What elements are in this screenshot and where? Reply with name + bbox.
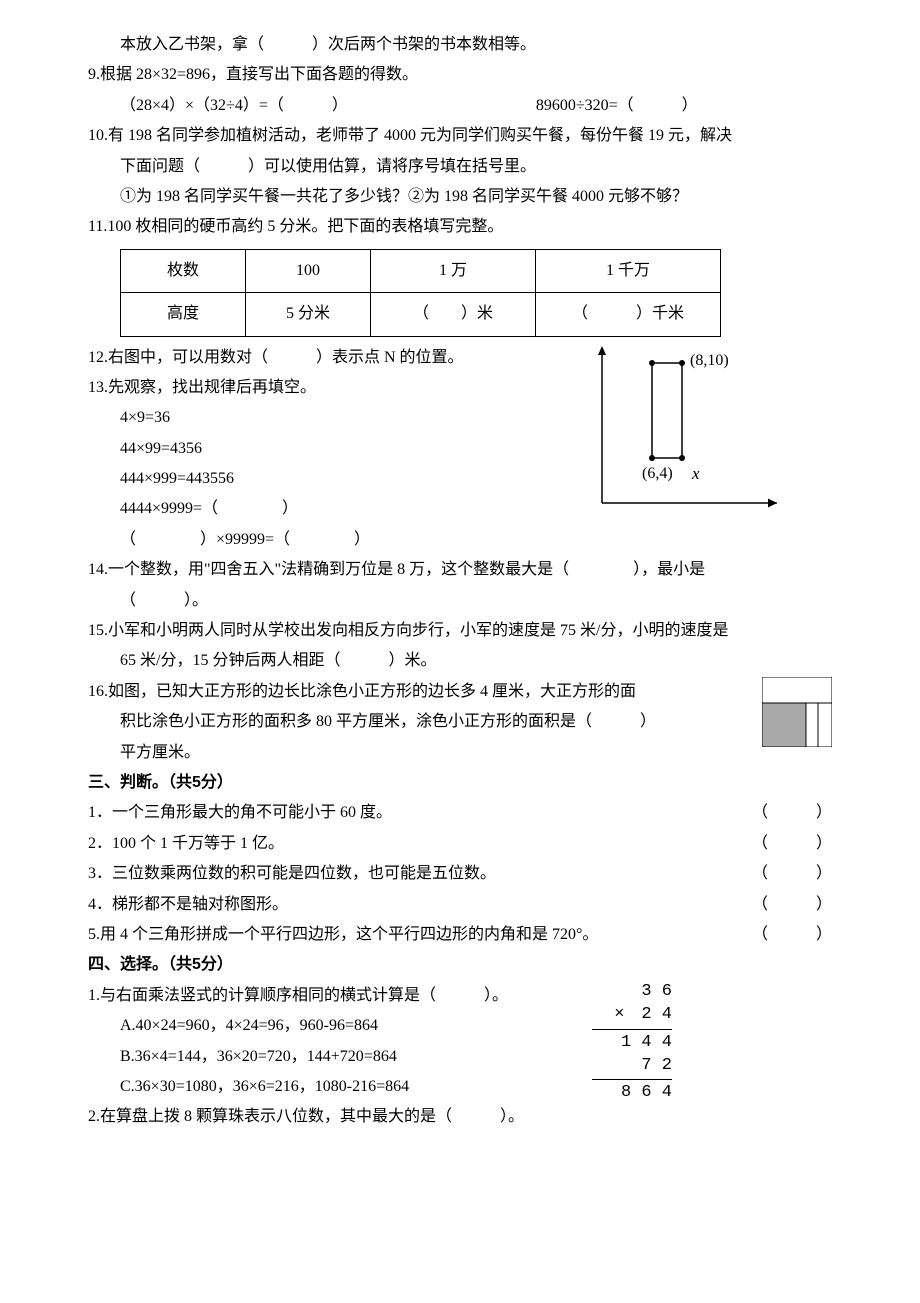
q13-l5: （ ）×99999=（ ） xyxy=(88,525,832,555)
cell: （ ）千米 xyxy=(536,293,721,336)
judge-blank: （ ） xyxy=(732,890,832,920)
table-row: 枚数 100 1 万 1 千万 xyxy=(121,249,721,292)
vmul-r3: 1 4 4 xyxy=(592,1032,672,1055)
q9-eq2: 89600÷320=（ ） xyxy=(536,97,698,114)
judge-blank: （ ） xyxy=(732,798,832,828)
q12-q13-block: 12.右图中，可以用数对（ ）表示点 N 的位置。 13.先观察，找出规律后再填… xyxy=(88,343,832,556)
judge-item-1: 1．一个三角形最大的角不可能小于 60 度。 （ ） xyxy=(88,798,832,828)
table-row: 高度 5 分米 （ ）米 （ ）千米 xyxy=(121,293,721,336)
judge-blank: （ ） xyxy=(732,829,832,859)
s4-q1-stem: 1.与右面乘法竖式的计算顺序相同的横式计算是（ ）。 xyxy=(88,981,832,1011)
judge-text: 1．一个三角形最大的角不可能小于 60 度。 xyxy=(88,798,732,828)
vmul-line2 xyxy=(592,1079,672,1080)
point-bl-label: (6,4) xyxy=(642,465,673,482)
section3-title: 三、判断。（共5分） xyxy=(88,768,832,798)
judge-blank: （ ） xyxy=(732,920,832,950)
judge-item-3: 3．三位数乘两位数的积可能是四位数，也可能是五位数。 （ ） xyxy=(88,859,832,889)
cell: 1 千万 xyxy=(536,249,721,292)
q16-l2: 积比涂色小正方形的面积多 80 平方厘米，涂色小正方形的面积是（ ） xyxy=(88,707,832,737)
q9-eq1: （28×4）×（32÷4）=（ ） xyxy=(120,97,348,114)
vertical-multiplication: 3 6 × 2 4 1 4 4 7 2 8 6 4 xyxy=(592,981,672,1106)
vmul-r1: 3 6 xyxy=(592,981,672,1004)
cell: 5 分米 xyxy=(246,293,371,336)
point-tr-label: (8,10) xyxy=(690,352,729,369)
q9-eqs: （28×4）×（32÷4）=（ ） 89600÷320=（ ） xyxy=(88,91,832,121)
cell: 枚数 xyxy=(121,249,246,292)
cell: 1 万 xyxy=(371,249,536,292)
q10-opts: ①为 198 名同学买午餐一共花了多少钱？②为 198 名同学买午餐 4000 … xyxy=(88,182,832,212)
q8-cont: 本放入乙书架，拿（ ）次后两个书架的书本数相等。 xyxy=(88,30,832,60)
x-axis-label: x xyxy=(691,464,700,483)
square-diagram xyxy=(762,677,832,747)
cell: 高度 xyxy=(121,293,246,336)
coordinate-graph: (8,10) (6,4) x xyxy=(592,343,792,523)
q10-stem2: 下面问题（ ）可以使用估算，请将序号填在括号里。 xyxy=(88,152,832,182)
vmul-line1 xyxy=(592,1029,672,1030)
vmul-r4: 7 2 xyxy=(592,1055,672,1078)
section4-title: 四、选择。（共5分） xyxy=(88,950,832,980)
judge-text: 4．梯形都不是轴对称图形。 xyxy=(88,890,732,920)
judge-blank: （ ） xyxy=(732,859,832,889)
judge-text: 3．三位数乘两位数的积可能是四位数，也可能是五位数。 xyxy=(88,859,732,889)
q16-l3: 平方厘米。 xyxy=(88,738,832,768)
judge-item-5: 5.用 4 个三角形拼成一个平行四边形，这个平行四边形的内角和是 720°。 （… xyxy=(88,920,832,950)
q11-stem: 11.100 枚相同的硬币高约 5 分米。把下面的表格填写完整。 xyxy=(88,212,832,242)
q14-l2: （ ）。 xyxy=(88,586,832,616)
cell: 100 xyxy=(246,249,371,292)
cell: （ ）米 xyxy=(371,293,536,336)
judge-text: 2．100 个 1 千万等于 1 亿。 xyxy=(88,829,732,859)
s4-q2-stem: 2.在算盘上拨 8 颗算珠表示八位数，其中最大的是（ ）。 xyxy=(88,1102,832,1132)
q11-table: 枚数 100 1 万 1 千万 高度 5 分米 （ ）米 （ ）千米 xyxy=(120,249,721,337)
q15-l2: 65 米/分，15 分钟后两人相距（ ）米。 xyxy=(88,646,832,676)
s4-q1-block: 1.与右面乘法竖式的计算顺序相同的横式计算是（ ）。 A.40×24=960，4… xyxy=(88,981,832,1103)
q15-l1: 15.小军和小明两人同时从学校出发向相反方向步行，小军的速度是 75 米/分，小… xyxy=(88,616,832,646)
judge-text: 5.用 4 个三角形拼成一个平行四边形，这个平行四边形的内角和是 720°。 xyxy=(88,920,732,950)
q16-l1: 16.如图，已知大正方形的边长比涂色小正方形的边长多 4 厘米，大正方形的面 xyxy=(88,677,832,707)
s4-q1-c: C.36×30=1080，36×6=216，1080-216=864 xyxy=(88,1072,832,1102)
vmul-r2: × 2 4 xyxy=(592,1004,672,1027)
q10-stem1: 10.有 198 名同学参加植树活动，老师带了 4000 元为同学们购买午餐，每… xyxy=(88,121,832,151)
s4-q1-b: B.36×4=144，36×20=720，144+720=864 xyxy=(88,1042,832,1072)
s4-q1-a: A.40×24=960，4×24=96，960-96=864 xyxy=(88,1011,832,1041)
q9-stem: 9.根据 28×32=896，直接写出下面各题的得数。 xyxy=(88,60,832,90)
judge-item-2: 2．100 个 1 千万等于 1 亿。 （ ） xyxy=(88,829,832,859)
q16-block: 16.如图，已知大正方形的边长比涂色小正方形的边长多 4 厘米，大正方形的面 积… xyxy=(88,677,832,768)
vmul-r5: 8 6 4 xyxy=(592,1082,672,1105)
judge-item-4: 4．梯形都不是轴对称图形。 （ ） xyxy=(88,890,832,920)
q14-l1: 14.一个整数，用"四舍五入"法精确到万位是 8 万，这个整数最大是（ ），最小… xyxy=(88,555,832,585)
